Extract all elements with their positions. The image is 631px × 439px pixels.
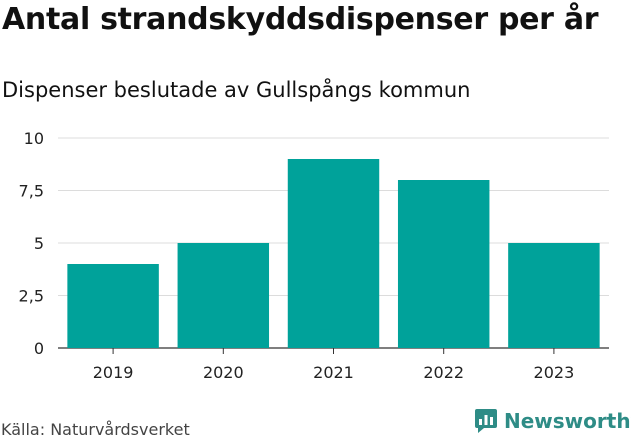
bar-2020: [177, 243, 270, 348]
y-tick-label: 5: [34, 234, 44, 253]
bar-2019: [67, 264, 159, 348]
chart-title: Antal strandskyddsdispenser per år: [2, 2, 599, 37]
x-tick-label: 2021: [313, 363, 354, 382]
brand-logo: Newsworthy: [474, 408, 631, 434]
x-tick-label: 2019: [93, 363, 134, 382]
bar-2023: [508, 243, 600, 348]
newsworthy-logo-icon: [475, 409, 497, 433]
y-tick-label: 10: [24, 129, 44, 148]
chart-subtitle: Dispenser beslutade av Gullspångs kommun: [2, 78, 471, 102]
y-tick-label: 2,5: [19, 287, 44, 306]
bar-chart: 0 2,5 5 7,5 10 2019 2020 2021 2022 2023: [19, 129, 609, 382]
x-tick-label: 2023: [534, 363, 575, 382]
bars: [67, 159, 600, 348]
y-tick-labels: 0 2,5 5 7,5 10: [19, 129, 44, 358]
y-tick-label: 7,5: [19, 182, 44, 201]
x-tick-label: 2022: [423, 363, 464, 382]
source-note: Källa: Naturvårdsverket: [1, 420, 190, 439]
x-tick-labels: 2019 2020 2021 2022 2023: [93, 348, 575, 382]
bar-2022: [397, 180, 490, 348]
brand-name: Newsworthy: [504, 409, 631, 433]
y-tick-label: 0: [34, 339, 44, 358]
x-tick-label: 2020: [203, 363, 244, 382]
bar-2021: [287, 159, 380, 348]
